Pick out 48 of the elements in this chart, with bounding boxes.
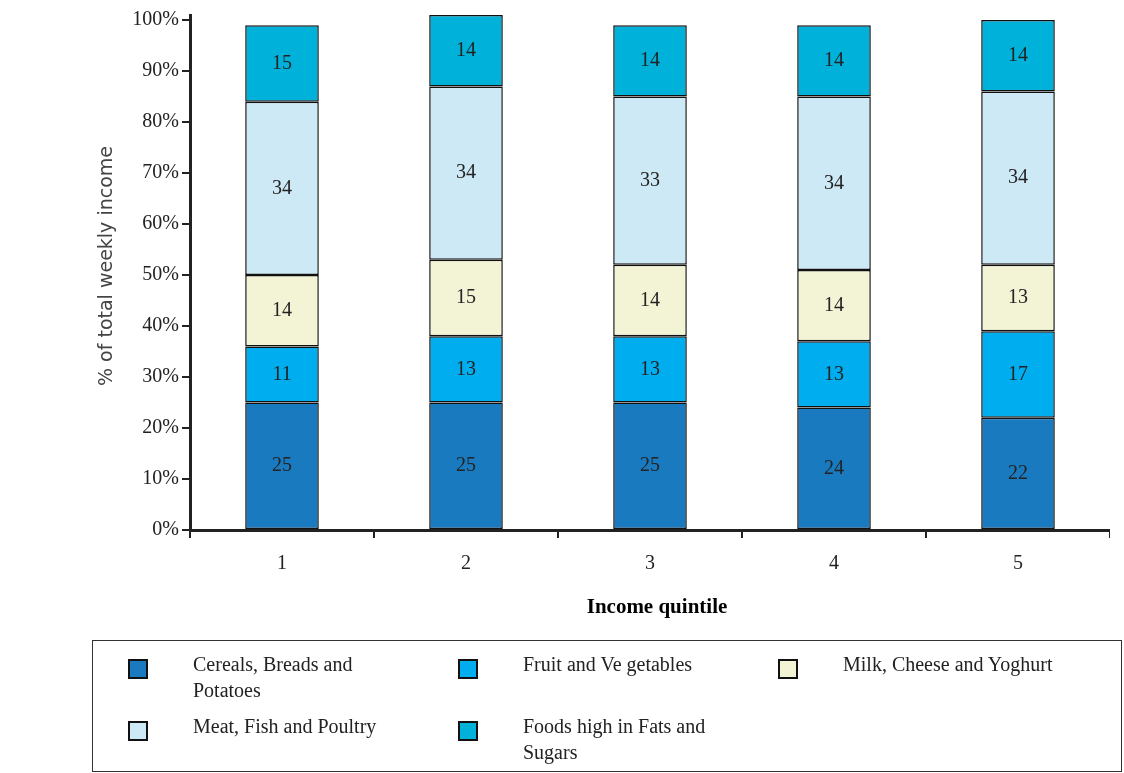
- data-label: 14: [824, 292, 844, 315]
- x-tick-label: 5: [1013, 551, 1023, 574]
- data-label: 13: [1008, 285, 1028, 308]
- x-tick-label: 4: [829, 551, 839, 574]
- data-label: 14: [640, 287, 660, 310]
- data-label: 24: [824, 455, 844, 478]
- legend-label: Milk, Cheese and Yoghurt: [843, 652, 1054, 677]
- y-tick-label: 20%: [142, 415, 179, 438]
- y-tick-label: 80%: [142, 109, 179, 132]
- data-label: 34: [272, 175, 292, 198]
- y-tick-label: 30%: [142, 364, 179, 387]
- data-label: 25: [640, 453, 660, 476]
- legend-label: Cereals, Breads and Potatoes: [193, 652, 354, 703]
- x-tick-label: 2: [461, 551, 471, 574]
- legend-label: Meat, Fish and Poultry: [193, 714, 378, 739]
- data-label: 22: [1008, 460, 1028, 483]
- data-label: 14: [824, 48, 844, 71]
- y-tick-label: 10%: [142, 466, 179, 489]
- data-label: 15: [272, 50, 292, 73]
- y-axis-title: % of total weekly income: [94, 145, 116, 388]
- data-label: 14: [272, 297, 292, 320]
- data-label: 17: [1008, 361, 1028, 384]
- y-tick-label: 40%: [142, 313, 179, 336]
- data-label: 25: [456, 453, 476, 476]
- data-label: 14: [1008, 43, 1028, 66]
- y-tick-label: 50%: [142, 262, 179, 285]
- data-label: 13: [456, 356, 476, 379]
- y-tick-label: 0%: [152, 517, 179, 540]
- data-label: 11: [272, 361, 292, 384]
- y-tick-label: 90%: [142, 58, 179, 81]
- y-tick-label: 70%: [142, 160, 179, 183]
- data-label: 13: [640, 356, 660, 379]
- data-label: 34: [1008, 165, 1028, 188]
- data-label: 15: [456, 285, 476, 308]
- y-tick-label: 60%: [142, 211, 179, 234]
- x-tick-label: 3: [645, 551, 655, 574]
- data-label: 34: [456, 160, 476, 183]
- legend-label: Fruit and Ve getables: [523, 652, 694, 677]
- data-label: 25: [272, 453, 292, 476]
- legend-label: Foods high in Fats and Sugars: [523, 714, 707, 765]
- x-axis-title: Income quintile: [585, 594, 729, 619]
- y-tick-label: 100%: [132, 7, 179, 30]
- data-label: 33: [640, 167, 660, 190]
- data-label: 14: [640, 48, 660, 71]
- x-tick-label: 1: [277, 551, 287, 574]
- data-label: 13: [824, 361, 844, 384]
- data-label: 34: [824, 170, 844, 193]
- data-label: 14: [456, 37, 476, 60]
